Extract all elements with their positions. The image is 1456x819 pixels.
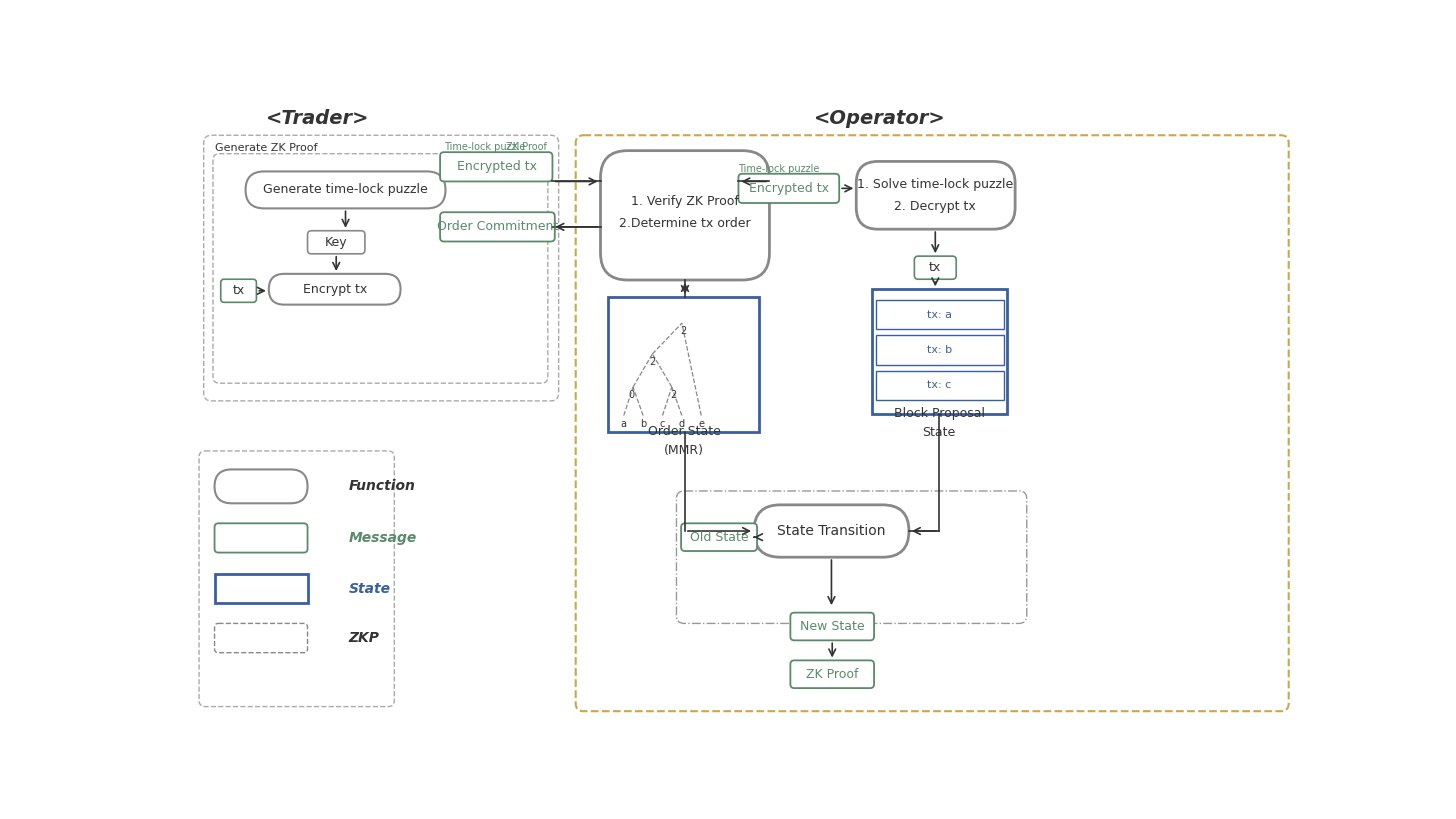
Text: <Trader>: <Trader> bbox=[266, 109, 370, 128]
FancyBboxPatch shape bbox=[875, 371, 1003, 400]
FancyBboxPatch shape bbox=[269, 274, 400, 305]
Text: 2: 2 bbox=[670, 390, 677, 400]
FancyBboxPatch shape bbox=[677, 491, 1026, 623]
Text: Time-lock puzzle: Time-lock puzzle bbox=[738, 164, 820, 174]
FancyBboxPatch shape bbox=[914, 256, 957, 279]
Text: Encrypt tx: Encrypt tx bbox=[303, 283, 367, 296]
Text: Function: Function bbox=[348, 479, 415, 493]
FancyBboxPatch shape bbox=[856, 161, 1015, 229]
FancyBboxPatch shape bbox=[681, 523, 757, 551]
FancyBboxPatch shape bbox=[875, 300, 1003, 329]
Text: 1. Verify ZK Proof
2.Determine tx order: 1. Verify ZK Proof 2.Determine tx order bbox=[619, 195, 751, 230]
Text: Message: Message bbox=[348, 531, 416, 545]
Text: Order Commitment: Order Commitment bbox=[437, 220, 558, 233]
FancyBboxPatch shape bbox=[213, 154, 547, 383]
Text: c: c bbox=[660, 419, 665, 429]
Text: b: b bbox=[641, 419, 646, 429]
Text: ZK Proof: ZK Proof bbox=[505, 143, 547, 152]
Text: Order State
(MMR): Order State (MMR) bbox=[648, 425, 721, 457]
Text: tx: c: tx: c bbox=[927, 381, 951, 391]
FancyBboxPatch shape bbox=[738, 174, 839, 203]
FancyBboxPatch shape bbox=[214, 623, 307, 653]
FancyBboxPatch shape bbox=[609, 297, 760, 432]
Text: e: e bbox=[699, 419, 705, 429]
Text: 2: 2 bbox=[680, 326, 687, 337]
FancyBboxPatch shape bbox=[199, 451, 395, 707]
FancyBboxPatch shape bbox=[214, 574, 307, 604]
Text: State Transition: State Transition bbox=[778, 524, 885, 538]
FancyBboxPatch shape bbox=[440, 152, 552, 182]
FancyBboxPatch shape bbox=[875, 336, 1003, 364]
FancyBboxPatch shape bbox=[575, 135, 1289, 711]
FancyBboxPatch shape bbox=[307, 231, 365, 254]
FancyBboxPatch shape bbox=[791, 613, 874, 640]
Text: Key: Key bbox=[325, 236, 348, 249]
FancyBboxPatch shape bbox=[791, 660, 874, 688]
Text: 0: 0 bbox=[629, 390, 635, 400]
Text: Encrypted tx: Encrypted tx bbox=[457, 161, 537, 174]
Text: tx: tx bbox=[929, 261, 942, 274]
Text: Block Proposal
State: Block Proposal State bbox=[894, 407, 984, 439]
Text: Generate time-lock puzzle: Generate time-lock puzzle bbox=[264, 183, 428, 197]
Text: d: d bbox=[678, 419, 684, 429]
Text: a: a bbox=[620, 419, 626, 429]
Text: 1. Solve time-lock puzzle
2. Decrypt tx: 1. Solve time-lock puzzle 2. Decrypt tx bbox=[858, 178, 1013, 213]
Text: tx: b: tx: b bbox=[926, 345, 952, 355]
FancyBboxPatch shape bbox=[204, 135, 559, 400]
FancyBboxPatch shape bbox=[214, 469, 307, 504]
Text: <Operator>: <Operator> bbox=[814, 109, 945, 128]
FancyBboxPatch shape bbox=[872, 289, 1008, 414]
Text: Generate ZK Proof: Generate ZK Proof bbox=[214, 143, 317, 153]
Text: ZKP: ZKP bbox=[348, 631, 380, 645]
FancyBboxPatch shape bbox=[246, 171, 446, 208]
FancyBboxPatch shape bbox=[214, 523, 307, 553]
Text: ZK Proof: ZK Proof bbox=[807, 667, 859, 681]
Text: Encrypted tx: Encrypted tx bbox=[748, 182, 828, 195]
Text: 2: 2 bbox=[649, 357, 655, 367]
Text: tx: a: tx: a bbox=[926, 310, 952, 319]
Text: tx: tx bbox=[233, 284, 245, 297]
FancyBboxPatch shape bbox=[440, 212, 555, 242]
FancyBboxPatch shape bbox=[600, 151, 769, 280]
Text: State: State bbox=[348, 581, 390, 595]
FancyBboxPatch shape bbox=[221, 279, 256, 302]
Text: Time-lock puzzle: Time-lock puzzle bbox=[444, 143, 526, 152]
FancyBboxPatch shape bbox=[754, 505, 909, 557]
Text: New State: New State bbox=[799, 620, 865, 633]
Text: Old State: Old State bbox=[690, 531, 748, 544]
